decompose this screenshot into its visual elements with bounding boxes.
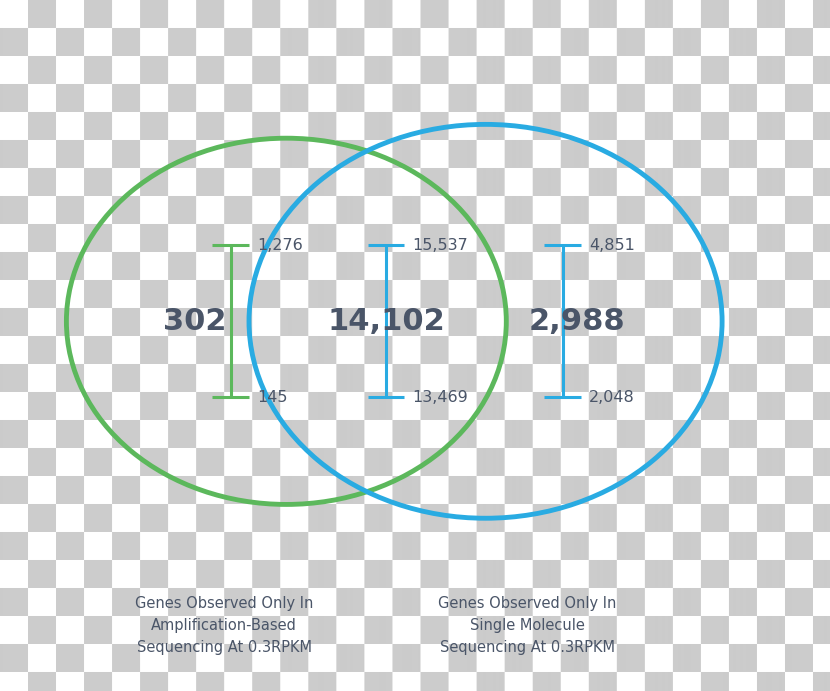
- Text: 4,851: 4,851: [589, 238, 635, 253]
- Text: 14,102: 14,102: [327, 307, 445, 336]
- Text: 2,988: 2,988: [529, 307, 625, 336]
- Text: 145: 145: [257, 390, 288, 405]
- Text: 302: 302: [164, 307, 227, 336]
- Text: Genes Observed Only In
Single Molecule
Sequencing At 0.3RPKM: Genes Observed Only In Single Molecule S…: [438, 596, 616, 655]
- Text: Genes Observed Only In
Amplification-Based
Sequencing At 0.3RPKM: Genes Observed Only In Amplification-Bas…: [135, 596, 313, 655]
- Text: 2,048: 2,048: [589, 390, 635, 405]
- Text: 15,537: 15,537: [413, 238, 468, 253]
- Text: 13,469: 13,469: [413, 390, 468, 405]
- Text: 1,276: 1,276: [257, 238, 303, 253]
